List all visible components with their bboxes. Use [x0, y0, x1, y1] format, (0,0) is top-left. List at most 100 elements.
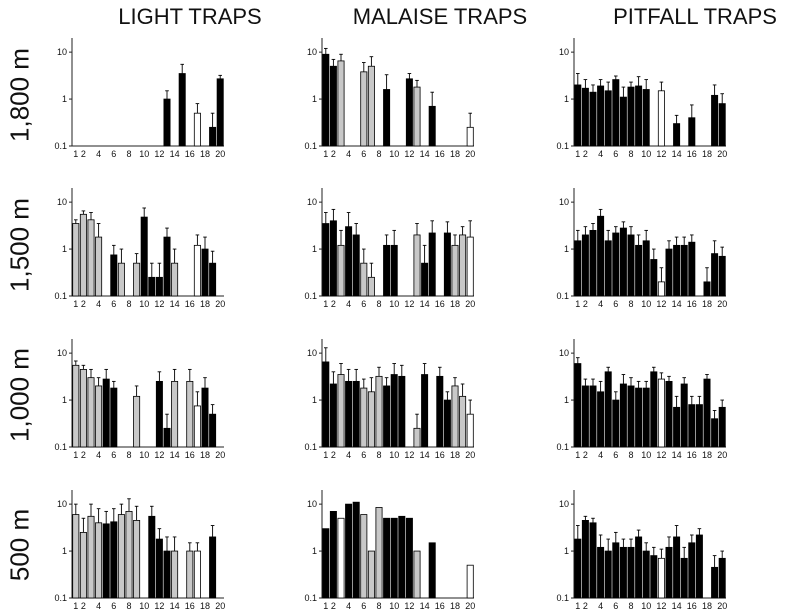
x-tick-label: 16	[435, 601, 445, 611]
x-tick-label: 14	[672, 601, 682, 611]
x-tick-label: 2	[81, 601, 86, 611]
x-tick-label: 6	[613, 450, 618, 460]
bar	[193, 550, 201, 599]
bar	[627, 86, 635, 147]
bar	[322, 528, 330, 599]
x-tick-label: 8	[628, 601, 633, 611]
x-tick-label: 20	[717, 299, 727, 309]
x-tick-label: 18	[450, 601, 460, 611]
bar	[589, 385, 597, 448]
bar	[390, 374, 398, 448]
x-tick-label: 4	[598, 450, 603, 460]
y-tick-label: 0.1	[304, 291, 317, 301]
bar	[87, 515, 95, 599]
y-tick-label: 10	[559, 499, 569, 509]
y-tick-label: 1	[312, 244, 317, 254]
x-tick-label: 4	[96, 601, 101, 611]
bar	[110, 521, 118, 599]
x-tick-label: 18	[450, 149, 460, 159]
bar	[102, 378, 110, 448]
y-tick-label: 10	[307, 499, 317, 509]
x-tick-label: 6	[361, 601, 366, 611]
bar	[171, 262, 179, 297]
bar	[413, 234, 421, 297]
x-tick-label: 2	[583, 149, 588, 159]
x-tick-label: 12	[154, 601, 164, 611]
bar	[186, 550, 194, 599]
bar	[352, 234, 360, 297]
x-tick-label: 12	[154, 299, 164, 309]
bar	[703, 378, 711, 448]
bar	[201, 248, 209, 297]
bar	[718, 406, 726, 448]
bar	[133, 395, 141, 448]
x-tick-label: 6	[613, 299, 618, 309]
bar	[673, 406, 681, 448]
bar	[428, 105, 436, 147]
x-tick-label: 6	[361, 450, 366, 460]
bar	[711, 566, 719, 599]
y-tick-label: 1	[62, 94, 67, 104]
x-tick-label: 1	[323, 601, 328, 611]
x-tick-label: 1	[73, 450, 78, 460]
bar	[597, 85, 605, 147]
bar	[79, 213, 87, 297]
x-tick-label: 1	[575, 601, 580, 611]
bar	[72, 223, 80, 297]
x-tick-label: 6	[613, 149, 618, 159]
bar	[718, 103, 726, 147]
bar	[711, 253, 719, 297]
y-tick-label: 1	[312, 546, 317, 556]
y-tick-label: 0.1	[304, 593, 317, 603]
y-tick-label: 10	[57, 197, 67, 207]
x-tick-label: 8	[376, 450, 381, 460]
bar	[155, 538, 163, 599]
y-tick-label: 1	[62, 546, 67, 556]
bar	[110, 387, 118, 448]
x-tick-label: 8	[376, 601, 381, 611]
bar	[72, 364, 80, 448]
y-tick-label: 1	[564, 546, 569, 556]
bar	[383, 517, 391, 599]
x-tick-label: 14	[672, 299, 682, 309]
bar	[375, 507, 383, 599]
x-tick-label: 18	[702, 299, 712, 309]
bar	[635, 387, 643, 448]
x-tick-label: 12	[404, 601, 414, 611]
bar	[79, 531, 87, 599]
bar	[589, 229, 597, 297]
x-tick-label: 16	[687, 149, 697, 159]
x-tick-label: 10	[641, 299, 651, 309]
x-tick-label: 2	[81, 450, 86, 460]
bar	[597, 215, 605, 297]
bar	[413, 550, 421, 599]
y-tick-label: 0.1	[54, 442, 67, 452]
y-tick-label: 0.1	[556, 442, 569, 452]
bar	[574, 363, 582, 448]
y-tick-label: 1	[312, 94, 317, 104]
x-tick-label: 4	[346, 299, 351, 309]
x-tick-label: 20	[465, 450, 475, 460]
bar	[140, 216, 148, 297]
bar	[604, 240, 612, 297]
x-tick-label: 12	[154, 149, 164, 159]
x-tick-label: 14	[420, 450, 430, 460]
bar	[451, 244, 459, 297]
bar	[574, 240, 582, 297]
y-tick-label: 1	[62, 395, 67, 405]
x-tick-label: 18	[450, 299, 460, 309]
x-tick-label: 8	[126, 149, 131, 159]
bar	[635, 85, 643, 147]
bar	[642, 550, 650, 599]
x-tick-label: 1	[575, 299, 580, 309]
x-tick-label: 4	[346, 450, 351, 460]
x-tick-label: 14	[420, 149, 430, 159]
x-tick-label: 6	[111, 149, 116, 159]
bar	[665, 380, 673, 448]
bar	[466, 236, 474, 297]
x-tick-label: 10	[389, 299, 399, 309]
bar	[345, 226, 353, 297]
bar	[718, 255, 726, 297]
bar	[133, 520, 141, 599]
